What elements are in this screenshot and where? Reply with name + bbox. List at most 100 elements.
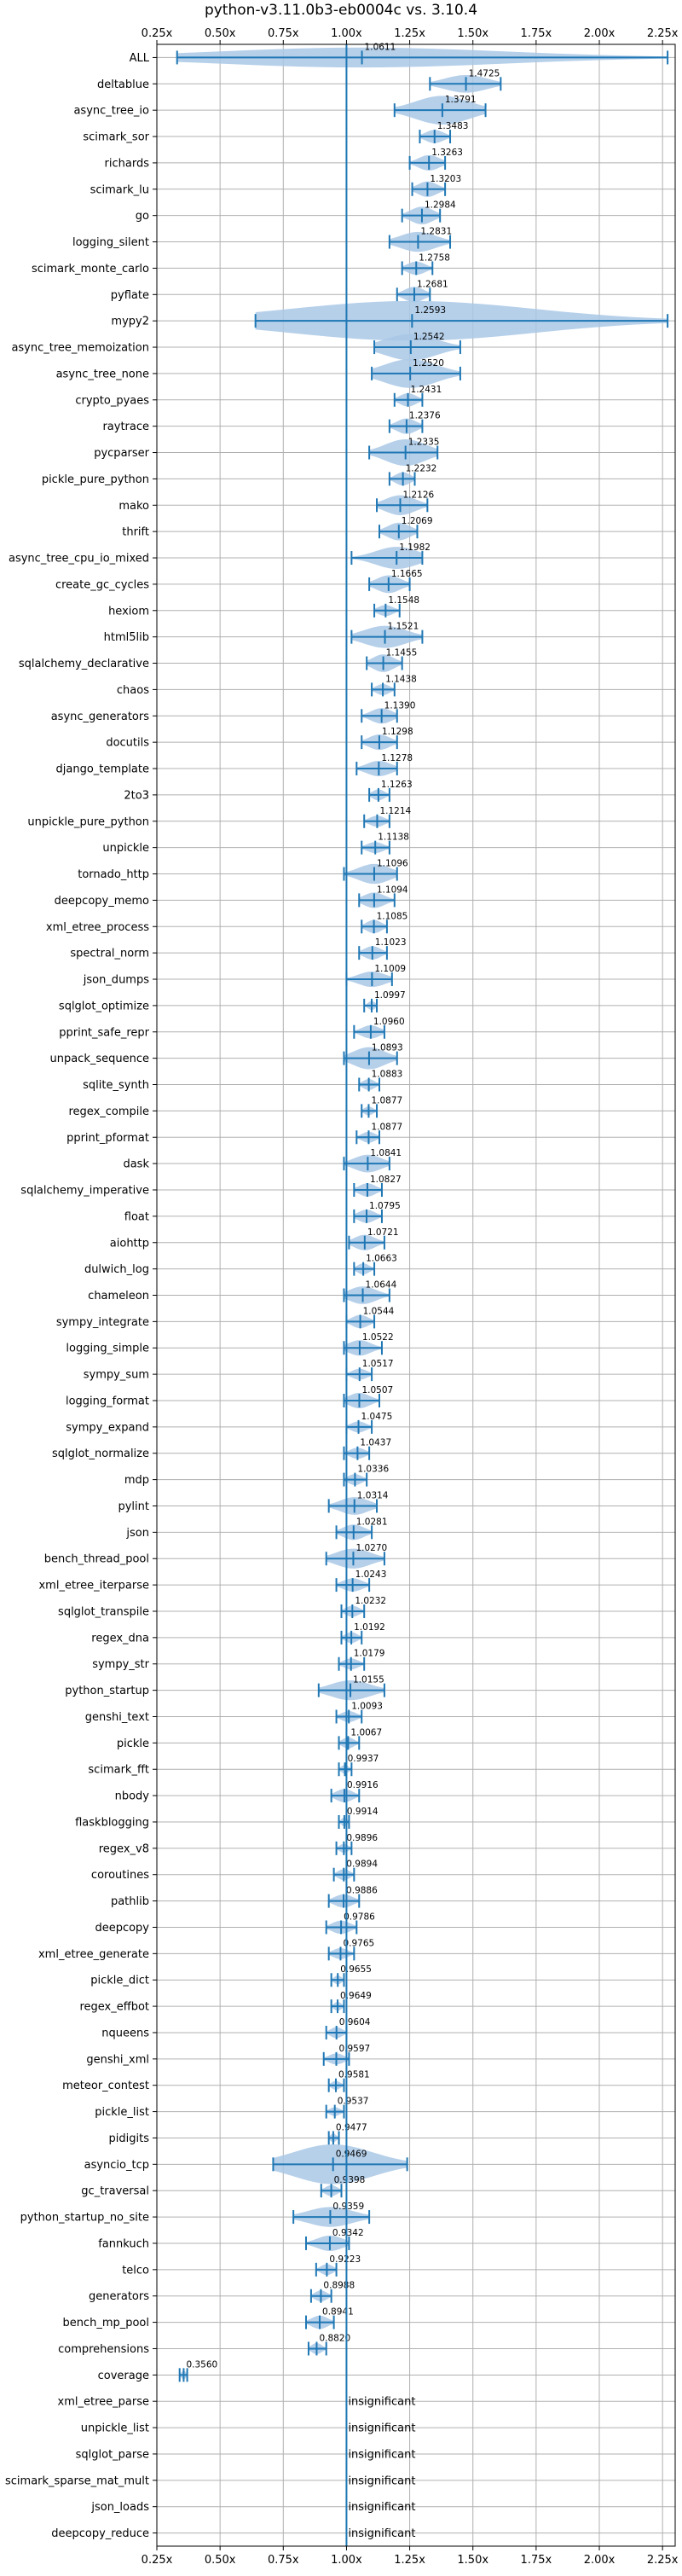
y-tick-label: richards xyxy=(105,157,150,170)
mean-value-label: 1.2232 xyxy=(406,463,437,473)
mean-value-label: 1.0155 xyxy=(353,1675,384,1685)
y-tick-label: sqlalchemy_declarative xyxy=(19,658,149,670)
y-tick-label: asyncio_tcp xyxy=(84,2159,149,2172)
y-tick-label: telco xyxy=(122,2264,149,2277)
x-tick-label-bottom: 1.25x xyxy=(394,2554,425,2567)
y-tick-label: async_tree_io xyxy=(73,105,149,118)
y-tick-label: sqlalchemy_imperative xyxy=(20,1185,149,1198)
y-tick-label: deltablue xyxy=(97,78,149,91)
y-tick-label: logging_format xyxy=(66,1395,149,1407)
mean-value-label: 1.1278 xyxy=(381,753,413,763)
y-tick-label: sympy_integrate xyxy=(56,1316,149,1329)
mean-value-label: 1.0663 xyxy=(366,1254,397,1264)
y-tick-label: sqlglot_transpile xyxy=(58,1605,149,1618)
chart-title: python-v3.11.0b3-eb0004c vs. 3.10.4 xyxy=(204,2,478,19)
y-tick-label: html5lib xyxy=(104,631,149,644)
mean-value-label: 1.1455 xyxy=(386,648,418,659)
x-tick-label-bottom: 1.75x xyxy=(521,2554,552,2567)
mean-value-label: 0.9894 xyxy=(346,1859,378,1870)
y-tick-label: xml_etree_process xyxy=(46,921,149,934)
mean-value-label: 0.9765 xyxy=(343,1938,374,1948)
mean-value-label: 1.0960 xyxy=(373,1017,405,1027)
mean-value-label: 1.1665 xyxy=(391,569,423,579)
mean-value-label: 0.3560 xyxy=(186,2359,217,2370)
y-tick-label: xml_etree_generate xyxy=(38,1948,149,1961)
mean-value-label: 1.0507 xyxy=(361,1385,393,1395)
y-tick-label: sqlglot_optimize xyxy=(59,1000,149,1012)
mean-value-label: 1.0517 xyxy=(362,1359,394,1369)
mean-value-label: 1.2335 xyxy=(408,438,440,448)
y-tick-label: go xyxy=(136,210,149,223)
mean-value-label: 1.2758 xyxy=(419,252,450,263)
y-tick-label: raytrace xyxy=(102,421,149,433)
mean-value-label: 1.1298 xyxy=(382,727,413,737)
mean-value-label: 1.3263 xyxy=(431,148,463,158)
mean-value-label: 1.0437 xyxy=(360,1438,391,1448)
y-tick-label: create_gc_cycles xyxy=(55,578,149,591)
x-tick-label-bottom: 2.25x xyxy=(647,2554,679,2567)
y-tick-label: pycparser xyxy=(94,447,149,460)
y-tick-label: python_startup xyxy=(65,1685,149,1697)
y-tick-label: pprint_safe_repr xyxy=(59,1026,149,1039)
x-tick-label-top: 0.25x xyxy=(142,27,173,40)
y-tick-label: regex_effbot xyxy=(79,2001,149,2014)
insignificant-label: insignificant xyxy=(348,2501,415,2514)
mean-value-label: 0.9896 xyxy=(346,1833,378,1843)
y-tick-label: sqlglot_parse xyxy=(76,2448,149,2461)
mean-value-label: 1.0179 xyxy=(354,1649,385,1659)
y-tick-label: scimark_fft xyxy=(88,1764,149,1777)
mean-value-label: 0.9223 xyxy=(329,2254,361,2265)
y-tick-label: django_template xyxy=(56,763,149,776)
plot-frame xyxy=(156,44,676,2547)
y-tick-label: 2to3 xyxy=(124,789,149,802)
mean-value-label: 1.0314 xyxy=(357,1490,389,1500)
mean-value-label: 1.0841 xyxy=(370,1148,402,1158)
y-tick-label: async_tree_memoization xyxy=(11,342,149,355)
y-tick-label: pickle_dict xyxy=(90,1975,149,1987)
mean-value-label: 1.0611 xyxy=(365,42,396,52)
y-tick-label: pathlib xyxy=(111,1895,149,1908)
mean-value-label: 1.1438 xyxy=(385,674,417,684)
mean-value-label: 1.0544 xyxy=(363,1306,395,1316)
mean-value-label: 1.0243 xyxy=(355,1569,387,1580)
y-tick-label: json_loads xyxy=(90,2501,149,2514)
y-tick-label: sympy_sum xyxy=(84,1369,149,1382)
mean-value-label: 1.0795 xyxy=(369,1201,401,1211)
y-tick-label: regex_compile xyxy=(68,1105,149,1118)
mean-value-label: 0.9359 xyxy=(332,2202,364,2212)
mean-value-label: 0.9604 xyxy=(339,2017,371,2028)
mean-value-label: 0.9537 xyxy=(338,2097,369,2107)
mean-value-label: 1.1009 xyxy=(374,964,406,974)
mean-value-label: 1.3791 xyxy=(445,95,477,105)
y-tick-label: bench_mp_pool xyxy=(62,2317,149,2329)
y-tick-label: xml_etree_parse xyxy=(58,2396,149,2409)
mean-value-label: 0.9469 xyxy=(336,2149,367,2159)
mean-value-label: 0.8941 xyxy=(322,2307,354,2318)
mean-value-label: 0.9655 xyxy=(340,1964,372,1975)
y-tick-label: flaskblogging xyxy=(75,1816,149,1829)
mean-value-label: 0.9477 xyxy=(336,2122,367,2132)
y-tick-label: async_generators xyxy=(51,711,150,723)
y-tick-label: pyflate xyxy=(111,289,149,302)
y-tick-label: mypy2 xyxy=(111,316,149,328)
mean-value-label: 0.9597 xyxy=(338,2044,370,2054)
mean-value-label: 1.2984 xyxy=(425,200,456,211)
mean-value-label: 1.0281 xyxy=(356,1517,388,1527)
y-tick-label: coverage xyxy=(98,2370,149,2382)
y-tick-label: chameleon xyxy=(88,1290,149,1303)
y-tick-label: async_tree_none xyxy=(56,368,149,380)
y-tick-label: sqlite_synth xyxy=(83,1079,149,1092)
mean-value-label: 0.9342 xyxy=(332,2228,364,2238)
y-tick-label: pickle_pure_python xyxy=(42,473,149,486)
mean-value-label: 1.1548 xyxy=(388,595,419,606)
y-tick-label: generators xyxy=(89,2290,149,2303)
x-tick-label-top: 1.50x xyxy=(457,27,488,40)
mean-value-label: 1.1094 xyxy=(377,885,408,895)
y-tick-label: logging_simple xyxy=(66,1343,149,1355)
mean-value-label: 0.9886 xyxy=(346,1886,378,1896)
insignificant-label: insignificant xyxy=(348,2396,415,2409)
y-tick-label: scimark_sor xyxy=(83,131,149,144)
mean-value-label: 1.2376 xyxy=(409,411,441,421)
y-tick-label: pprint_pformat xyxy=(66,1132,149,1145)
x-tick-label-top: 2.25x xyxy=(647,27,679,40)
